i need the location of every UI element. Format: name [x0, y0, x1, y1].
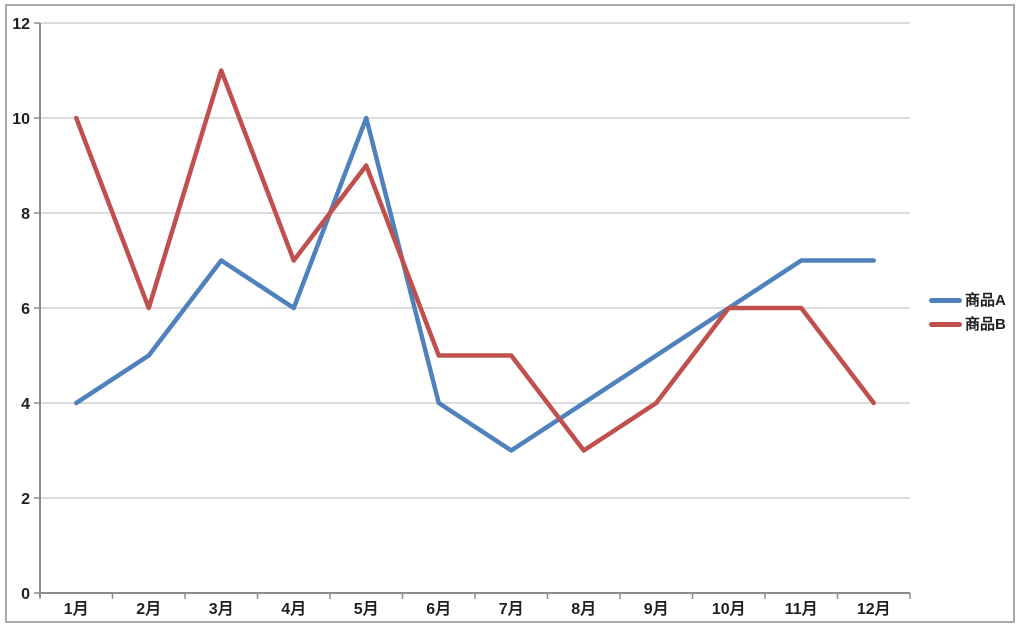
- series-a-line-swatch: [929, 298, 962, 303]
- y-axis-label-10: 10: [12, 111, 30, 128]
- series-line-0[interactable]: [74, 115, 876, 453]
- x-axis-label-5月: 5月: [354, 600, 379, 618]
- x-axis-label-10月: 10月: [712, 600, 746, 618]
- chart-frame: [5, 4, 1015, 623]
- legend-item-series-a[interactable]: 商品A: [929, 293, 1006, 308]
- y-axis-label-8: 8: [21, 206, 30, 223]
- y-axis-label-4: 4: [21, 396, 30, 413]
- x-axis-label-7月: 7月: [499, 600, 524, 618]
- x-axis-label-12月: 12月: [857, 600, 891, 618]
- x-axis-label-4月: 4月: [281, 600, 306, 618]
- legend-label-series-a: 商品A: [965, 292, 1006, 309]
- y-axis-label-12: 12: [12, 16, 30, 33]
- series-b-line-swatch: [929, 322, 962, 327]
- x-axis-label-1月: 1月: [64, 600, 89, 618]
- x-axis-label-9月: 9月: [644, 600, 669, 618]
- x-axis-label-3月: 3月: [209, 600, 234, 618]
- x-axis-label-6月: 6月: [426, 600, 451, 618]
- x-axis-label-11月: 11月: [785, 600, 818, 618]
- x-axis-label-2月: 2月: [136, 600, 161, 618]
- series-line-1[interactable]: [74, 68, 876, 453]
- x-axis-label-8月: 8月: [571, 600, 596, 618]
- y-axis-label-2: 2: [21, 491, 30, 508]
- chart-legend: 商品A 商品B: [929, 293, 1006, 332]
- legend-label-series-b: 商品B: [965, 316, 1006, 333]
- y-axis-label-6: 6: [21, 301, 30, 318]
- legend-item-series-b[interactable]: 商品B: [929, 317, 1006, 332]
- y-axis-label-0: 0: [21, 586, 30, 603]
